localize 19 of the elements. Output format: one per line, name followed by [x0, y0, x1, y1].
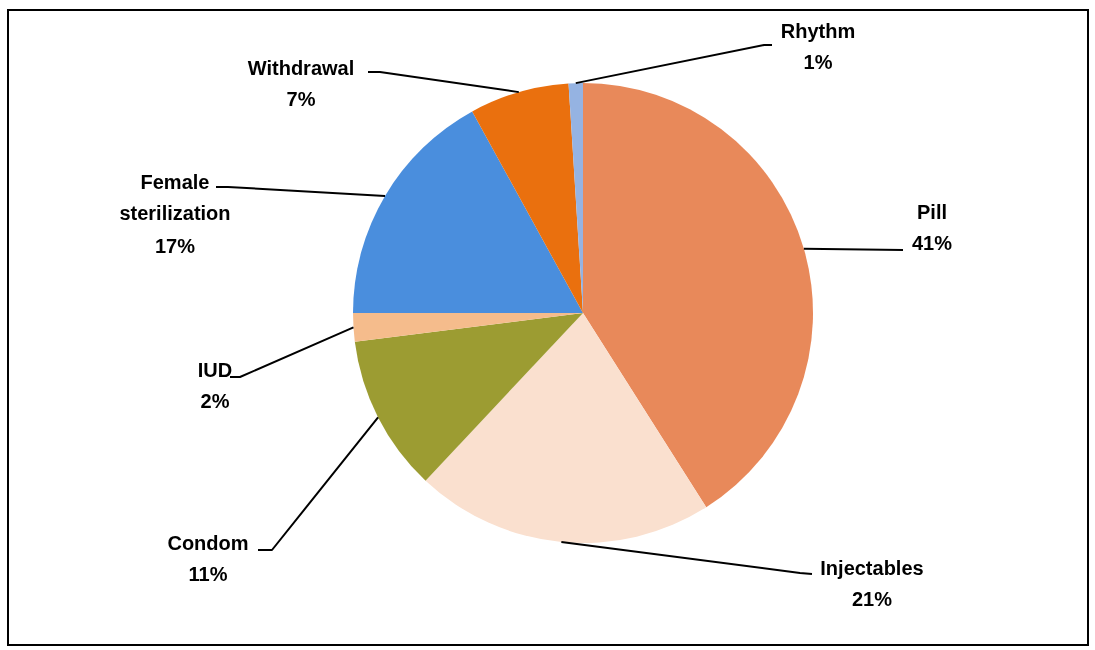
data-label: 17%: [154, 235, 196, 257]
slice-label: Rhythm: [780, 20, 856, 42]
data-label: 1%: [803, 51, 833, 73]
data-label: 41%: [911, 232, 953, 254]
pie-slice: [353, 111, 583, 313]
pie-slice: [583, 83, 813, 508]
pie-slice: [425, 313, 707, 543]
slice-label: Injectables: [820, 557, 924, 579]
slice-label: IUD: [197, 359, 233, 381]
data-label: 11%: [188, 563, 228, 585]
slice-label: Female sterilization: [119, 171, 231, 224]
slice-label: Condom: [167, 532, 249, 554]
data-label: 2%: [200, 390, 230, 412]
data-label: 21%: [851, 588, 893, 610]
slice-label: Withdrawal: [247, 57, 355, 79]
data-label: 7%: [286, 88, 316, 110]
pie-slice: [472, 83, 583, 313]
slice-label: Pill: [916, 201, 948, 223]
pie-slice: [354, 313, 583, 481]
